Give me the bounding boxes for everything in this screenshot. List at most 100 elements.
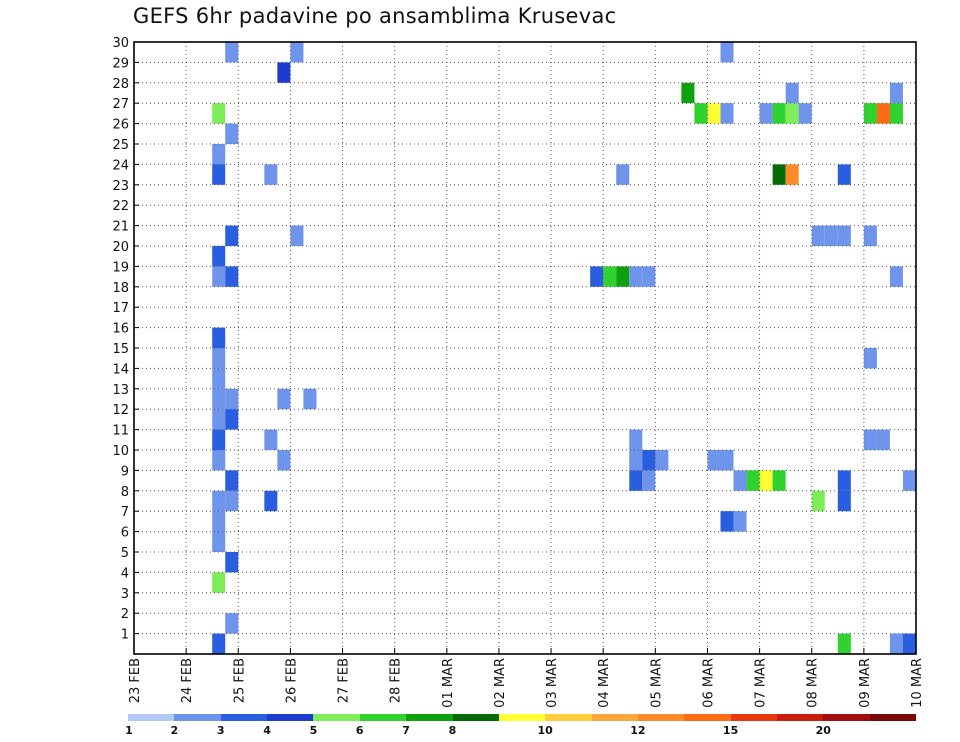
colorbar-segment [637, 714, 685, 721]
x-tick-label: 08 MAR [806, 658, 821, 708]
y-tick-label: 4 [121, 566, 129, 581]
y-tick-label: 22 [112, 199, 129, 214]
x-tick-label: 01 MAR [441, 658, 456, 708]
heatmap-cell [707, 103, 721, 124]
x-tick-label: 28 FEB [389, 658, 404, 703]
colorbar-segment [174, 714, 221, 721]
y-tick-label: 14 [112, 362, 129, 377]
heatmap-cell [212, 490, 226, 512]
heatmap-cell [811, 225, 825, 246]
heatmap-cell [225, 266, 239, 287]
heatmap-cell [225, 123, 239, 144]
heatmap-cell [212, 144, 226, 165]
y-tick-label: 15 [112, 342, 129, 357]
y-tick-label: 20 [112, 240, 129, 255]
heatmap-cell [733, 511, 747, 532]
colorbar-segment [591, 714, 638, 721]
heatmap-cell [811, 490, 825, 512]
x-tick-label: 26 FEB [284, 658, 299, 703]
heatmap-cell [889, 103, 903, 124]
colorbar-label: 20 [815, 724, 831, 737]
y-tick-label: 1 [121, 628, 129, 643]
heatmap-cell [212, 572, 226, 593]
heatmap-cell [264, 164, 278, 185]
y-tick-label: 19 [112, 260, 129, 275]
heatmap-cell [590, 266, 604, 287]
x-tick-label: 02 MAR [493, 658, 508, 708]
y-tick-label: 21 [112, 220, 129, 235]
heatmap-cell [264, 490, 278, 512]
colorbar-segment [545, 714, 592, 721]
colorbar-label: 6 [355, 724, 364, 737]
y-tick-label: 2 [121, 607, 129, 622]
heatmap-cell [902, 633, 916, 654]
heatmap-cell [746, 470, 760, 491]
heatmap-cell [681, 82, 695, 104]
heatmap-cell [694, 103, 708, 124]
heatmap-cell [642, 266, 656, 287]
heatmap-cell [863, 225, 877, 246]
x-tick-label: 24 FEB [180, 658, 195, 703]
y-tick-label: 6 [121, 526, 129, 541]
colorbar-label: 3 [216, 724, 225, 737]
y-tick-label: 18 [112, 281, 129, 296]
colorbar-label: 8 [448, 724, 457, 737]
colorbar-segment [823, 714, 870, 721]
colorbar-label: 5 [309, 724, 318, 737]
heatmap-cell [212, 368, 226, 389]
heatmap-cell [212, 429, 226, 450]
heatmap-cell [837, 164, 851, 185]
heatmap-chart: 1234567891011121314151617181920212223242… [112, 36, 925, 708]
colorbar [128, 714, 917, 721]
grid-lines [134, 41, 916, 654]
y-tick-label: 23 [112, 179, 129, 194]
y-tick-label: 3 [121, 587, 129, 602]
heatmap-cell [277, 388, 291, 410]
y-tick-label: 30 [112, 36, 129, 51]
heatmap-cell [225, 388, 239, 410]
heatmap-cell [603, 266, 617, 287]
heatmap-cell [707, 450, 721, 471]
y-tick-label: 17 [112, 301, 129, 316]
colorbar-labels: 1 2 3 4 5 6 7 8 10 12 15 20 [0, 724, 960, 740]
y-tick-label: 13 [112, 383, 129, 398]
heatmap-cell [629, 429, 643, 450]
colorbar-label: 2 [170, 724, 179, 737]
y-tick-label: 9 [121, 464, 129, 479]
colorbar-segment [730, 714, 778, 721]
heatmap-cell [772, 164, 786, 185]
y-tick-label: 5 [121, 546, 129, 561]
heatmap-cell [733, 470, 747, 491]
colorbar-segment [359, 714, 407, 721]
heatmap-cell [212, 409, 226, 430]
colorbar-label: 7 [402, 724, 410, 737]
y-axis: 1234567891011121314151617181920212223242… [112, 36, 139, 643]
heatmap-cell [212, 531, 226, 552]
heatmap-cell [616, 266, 630, 287]
x-tick-label: 06 MAR [701, 658, 716, 708]
heatmap-cell [863, 429, 877, 450]
heatmap-cell [863, 103, 877, 124]
y-tick-label: 26 [112, 118, 129, 133]
heatmap-cell [720, 42, 734, 63]
y-tick-label: 11 [112, 424, 129, 439]
heatmap-cell [290, 42, 304, 63]
x-tick-label: 27 FEB [337, 658, 352, 703]
colorbar-segment [684, 714, 731, 721]
colorbar-segment [498, 714, 546, 721]
y-tick-label: 8 [121, 485, 129, 500]
heatmap-cell [876, 103, 890, 124]
x-tick-label: 07 MAR [754, 658, 769, 708]
x-tick-label: 04 MAR [597, 658, 612, 708]
y-tick-label: 25 [112, 138, 129, 153]
heatmap-cell [720, 450, 734, 471]
heatmap-cell [212, 511, 226, 532]
colorbar-label: 12 [630, 724, 646, 737]
heatmap-cell [225, 552, 239, 573]
heatmap-cell [642, 470, 656, 491]
colorbar-segment [406, 714, 453, 721]
heatmap-cell [225, 613, 239, 634]
colorbar-label: 4 [263, 724, 271, 737]
x-tick-label: 05 MAR [649, 658, 664, 708]
heatmap-cell [264, 429, 278, 450]
